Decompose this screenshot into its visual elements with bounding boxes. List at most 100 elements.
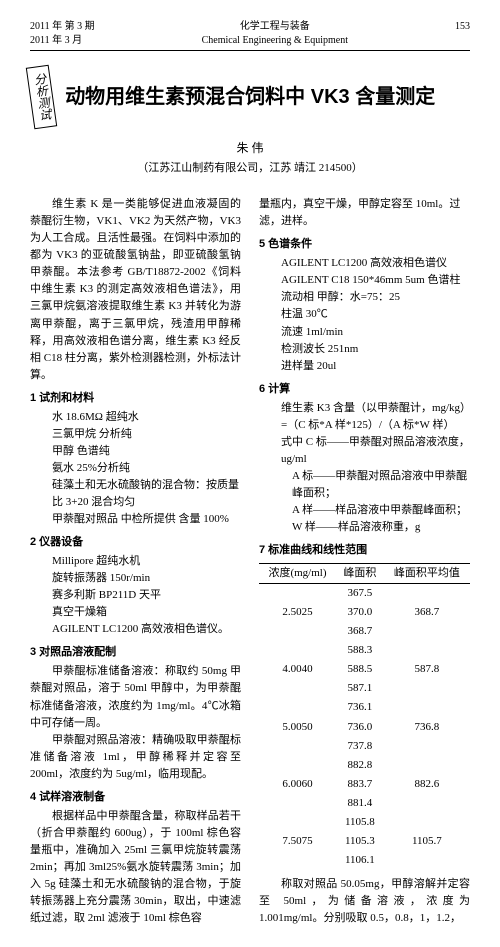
equip-5: AGILENT LC1200 高效液相色谱仪。 [52,621,241,638]
section-5: 5 色谱条件 [259,236,470,253]
table-cell [259,756,336,775]
page-header: 2011 年 第 3 期 2011 年 3 月 化学工程与装备 Chemical… [30,20,470,51]
table-cell: 368.7 [384,603,470,622]
table-cell [384,737,470,756]
journal-en: Chemical Engineering & Equipment [202,34,348,48]
table-cell: 5.0050 [259,718,336,737]
table-body: 367.52.5025370.0368.7368.7588.34.0040588… [259,584,470,870]
table-cell [259,851,336,870]
reagent-4: 氨水 25%分析纯 [52,460,241,477]
table-cell [259,641,336,660]
table-row: 2.5025370.0368.7 [259,603,470,622]
table-cell: 882.8 [336,756,384,775]
table-row: 6.0060883.7882.6 [259,775,470,794]
section-1: 1 试剂和材料 [30,390,241,407]
category-badge: 分析测试 [26,65,58,130]
section-6: 6 计算 [259,381,470,398]
cond-5: 流速 1ml/min [281,324,470,341]
table-cell: 737.8 [336,737,384,756]
th-avg: 峰面积平均值 [384,564,470,584]
table-row: 4.0040588.5587.8 [259,660,470,679]
author: 朱 伟 [30,140,470,157]
table-row: 1106.1 [259,851,470,870]
table-cell [384,794,470,813]
reagent-6: 甲萘醌对照品 中检所提供 含量 100% [52,511,241,528]
table-row: 7.50751105.31105.7 [259,832,470,851]
right-column: 量瓶内，真空干燥，甲醇定容至 10ml。过滤，进样。 5 色谱条件 AGILEN… [259,196,470,927]
table-row: 587.1 [259,679,470,698]
table-row: 736.1 [259,698,470,717]
table-row: 588.3 [259,641,470,660]
p7: 称取对照品 50.05mg，甲醇溶解并定容至 50ml，为储备溶液，浓度为 1.… [259,876,470,927]
cond-6: 检测波长 251nm [281,341,470,358]
table-cell: 4.0040 [259,660,336,679]
table-cell: 587.8 [384,660,470,679]
p4-cont: 量瓶内，真空干燥，甲醇定容至 10ml。过滤，进样。 [259,196,470,230]
cond-1: AGILENT LC1200 高效液相色谱仪 [281,255,470,272]
intro-paragraph: 维生素 K 是一类能够促进血液凝固的萘醌衍生物，VK1、VK2 为天然产物，VK… [30,196,241,384]
table-cell: 1106.1 [336,851,384,870]
formula-1: 维生素 K3 含量（以甲萘醌计，mg/kg）=（C 标*A 样*125）/（A … [281,400,470,434]
left-column: 维生素 K 是一类能够促进血液凝固的萘醌衍生物，VK1、VK2 为天然产物，VK… [30,196,241,927]
table-cell [259,622,336,641]
table-row: 882.8 [259,756,470,775]
table-row: 367.5 [259,584,470,604]
header-issue: 2011 年 第 3 期 2011 年 3 月 [30,20,95,48]
table-cell [384,584,470,604]
reagent-5: 硅藻土和无水硫酸钠的混合物：按质量比 3+20 混合均匀 [52,477,241,511]
p3a: 甲萘醌标准储备溶液：称取约 50mg 甲萘醌对照品，溶于 50ml 甲醇中，为甲… [30,663,241,731]
table-cell: 6.0060 [259,775,336,794]
cond-7: 进样量 20ul [281,358,470,375]
table-cell: 370.0 [336,603,384,622]
formula-2: 式中 C 标——甲萘醌对照品溶液浓度，ug/ml [281,434,470,468]
equip-4: 真空干燥箱 [52,604,241,621]
affiliation: （江苏江山制药有限公司，江苏 靖江 214500） [30,161,470,176]
section-2: 2 仪器设备 [30,534,241,551]
table-cell: 368.7 [336,622,384,641]
th-conc: 浓度(mg/ml) [259,564,336,584]
page-number: 153 [455,20,470,34]
table-cell: 1105.3 [336,832,384,851]
table-cell: 587.1 [336,679,384,698]
table-row: 5.0050736.0736.8 [259,718,470,737]
issue-line1: 2011 年 第 3 期 [30,20,95,34]
table-cell [384,622,470,641]
table-cell: 881.4 [336,794,384,813]
table-cell: 588.5 [336,660,384,679]
article-title: 动物用维生素预混合饲料中 VK3 含量测定 [65,83,435,111]
table-cell [259,584,336,604]
table-cell: 367.5 [336,584,384,604]
cond-3: 流动相 甲醇：水=75：25 [281,289,470,306]
table-cell: 588.3 [336,641,384,660]
table-row: 368.7 [259,622,470,641]
cond-4: 柱温 30℃ [281,306,470,323]
table-cell [259,813,336,832]
p4: 根据样品中甲萘醌含量，称取样品若干（折合甲萘醌约 600ug），于 100ml … [30,808,241,927]
table-cell: 2.5025 [259,603,336,622]
table-cell: 1105.8 [336,813,384,832]
table-cell: 883.7 [336,775,384,794]
section-4: 4 试样溶液制备 [30,789,241,806]
table-row: 1105.8 [259,813,470,832]
title-section: 分析测试 动物用维生素预混合饲料中 VK3 含量测定 [30,66,470,128]
table-cell: 1105.7 [384,832,470,851]
formula-3: A 标——甲萘醌对照品溶液中甲萘醌峰面积； [292,468,470,502]
issue-line2: 2011 年 3 月 [30,34,95,48]
equip-1: Millipore 超纯水机 [52,553,241,570]
table-cell [259,794,336,813]
table-cell [384,813,470,832]
table-cell [259,698,336,717]
p3b: 甲萘醌对照品溶液：精确吸取甲萘醌标准储备溶液 1ml，甲醇稀释并定容至 200m… [30,732,241,783]
section-3: 3 对照品溶液配制 [30,644,241,661]
table-cell: 736.0 [336,718,384,737]
table-cell [259,737,336,756]
table-cell: 736.8 [384,718,470,737]
table-cell [384,679,470,698]
reagent-1: 水 18.6MΩ 超纯水 [52,409,241,426]
table-cell [384,851,470,870]
reagent-2: 三氯甲烷 分析纯 [52,426,241,443]
formula-5: W 样——样品溶液称重，g [292,519,470,536]
table-cell [259,679,336,698]
table-cell: 882.6 [384,775,470,794]
header-page: 153 [455,20,470,48]
